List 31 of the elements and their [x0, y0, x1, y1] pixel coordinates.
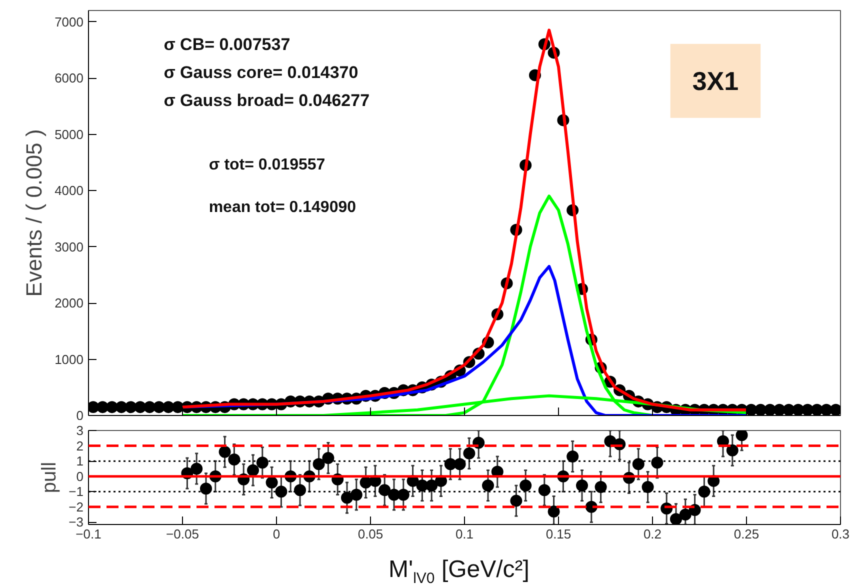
y-tick-label: 1000 [54, 352, 84, 367]
y-axis-title: Events / ( 0.005 ) [22, 129, 47, 297]
annotation: mean tot= 0.149090 [208, 198, 356, 216]
y-tick-label: 0 [76, 468, 84, 484]
y-tick-label: 0 [76, 408, 84, 423]
annotation: σ tot= 0.019557 [208, 156, 326, 174]
x-tick-label: 0.15 [546, 526, 572, 542]
x-tick-label: 0.2 [643, 526, 662, 542]
x-tick-label: 0.1 [455, 526, 474, 542]
x-tick-label: 0.3 [831, 526, 850, 542]
annotation: 3X1 [692, 66, 739, 96]
y-tick-label: 3 [76, 423, 84, 438]
y-tick-label: 2 [76, 438, 84, 454]
y-tick-label: 1 [76, 454, 84, 469]
x-tick-label: 0.05 [358, 526, 384, 542]
y-tick-label: −2 [68, 499, 84, 514]
y-tick-label: −1 [68, 484, 84, 500]
annotation: σ Gauss core= 0.014370 [164, 62, 358, 82]
y-tick-label: 2000 [54, 296, 84, 310]
y-tick-label: 5000 [54, 126, 84, 142]
annotation: σ CB= 0.007537 [164, 34, 290, 54]
x-axis-title: M'$_{lV0}$ [GeV/c²] [388, 555, 530, 588]
x-tick-label: 0.25 [734, 526, 760, 542]
y-axis-title: pull [38, 462, 61, 494]
y-tick-label: 7000 [54, 14, 84, 30]
x-tick-label: −0.05 [166, 526, 199, 542]
y-tick-label: 3000 [54, 239, 84, 254]
annotation: σ Gauss broad= 0.046277 [164, 91, 370, 110]
x-tick-label: 0 [272, 526, 280, 542]
y-tick-label: 4000 [54, 183, 84, 198]
y-tick-label: 6000 [54, 70, 84, 86]
